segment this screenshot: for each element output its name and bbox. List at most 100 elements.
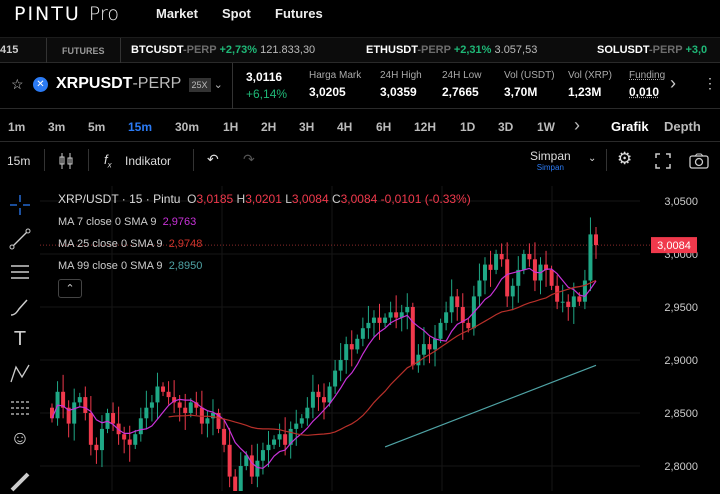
tf-3h[interactable]: 3H xyxy=(299,120,315,134)
candle-body xyxy=(394,312,399,318)
ma7-line xyxy=(51,267,597,469)
trendline-icon[interactable] xyxy=(8,227,32,251)
stat-24h-low: 24H Low 2,7665 xyxy=(442,70,482,99)
tab-grafik[interactable]: Grafik xyxy=(611,119,649,134)
nav-spot[interactable]: Spot xyxy=(222,6,251,21)
legend-ma99[interactable]: MA 99 close 0 SMA 9 2,8950 xyxy=(58,260,203,272)
interval-button[interactable]: 15m xyxy=(7,154,31,168)
chevron-down-icon: ⌄ xyxy=(210,79,223,91)
price-chart[interactable]: 3,0500 3,0000 2,9500 2,9000 2,8500 2,8000 3,00… xyxy=(0,186,720,491)
tf-5m[interactable]: 5m xyxy=(88,120,106,134)
candle-body xyxy=(122,434,127,440)
candle-body xyxy=(388,312,393,318)
tf-4h[interactable]: 4H xyxy=(337,120,353,134)
candle-body xyxy=(222,428,227,445)
ruler-icon[interactable] xyxy=(8,470,32,494)
last-price-label-bg xyxy=(651,237,697,254)
chevron-down-icon[interactable]: ⌄ xyxy=(588,153,597,164)
legend-ma7[interactable]: MA 7 close 0 SMA 9 2,9763 xyxy=(58,216,197,228)
candle-body xyxy=(399,312,404,318)
horizontal-lines-icon[interactable] xyxy=(8,260,32,284)
tf-30m[interactable]: 30m xyxy=(175,120,200,134)
nav-market[interactable]: Market xyxy=(156,6,198,21)
candle-body xyxy=(466,322,471,329)
candle-body xyxy=(50,407,54,419)
tf-15m[interactable]: 15m xyxy=(128,120,153,134)
candle-body xyxy=(188,402,193,413)
tf-1h[interactable]: 1H xyxy=(223,120,239,134)
brush-icon[interactable] xyxy=(8,295,32,319)
candle-body xyxy=(544,264,549,270)
candle-body xyxy=(294,423,299,429)
top-nav: PINTU Pro Market Spot Futures xyxy=(0,0,720,30)
chart-legend-ohlc: XRP/USDT · 15 · Pintu O3,0185 H3,0201 L3… xyxy=(58,192,471,206)
tf-1w[interactable]: 1W xyxy=(537,120,555,134)
tab-depth[interactable]: Depth xyxy=(664,119,701,134)
candle-body xyxy=(516,269,521,286)
candle-body xyxy=(444,312,449,323)
emoji-icon[interactable]: ☺ xyxy=(10,428,30,449)
candle-body xyxy=(272,439,277,445)
pair-header: ☆ ✕ XRPUSDT-PERP 25X ⌄ 3,0116 +6,14% Harg… xyxy=(0,63,720,109)
fullscreen-icon[interactable] xyxy=(655,153,671,169)
more-icon[interactable]: ⋮ xyxy=(703,75,717,91)
pattern-icon[interactable] xyxy=(8,362,32,386)
candle-body xyxy=(77,397,82,403)
y-tick-label: 3,0500 xyxy=(664,196,698,208)
tf-6h[interactable]: 6H xyxy=(376,120,392,134)
measure-icon[interactable] xyxy=(8,396,32,420)
candle-body xyxy=(138,418,143,435)
candle-body xyxy=(532,259,537,281)
ticker-item-sol[interactable]: SOLUSDT-PERP +3,0 xyxy=(597,44,708,56)
last-price-label: 3,0084 xyxy=(657,240,691,252)
last-price: 3,0116 +6,14% xyxy=(246,70,288,101)
redo-icon[interactable]: ↷ xyxy=(243,151,255,167)
undo-icon[interactable]: ↶ xyxy=(207,151,219,167)
leverage-badge: 25X xyxy=(188,78,211,92)
camera-icon[interactable] xyxy=(689,153,709,169)
candle-body xyxy=(421,344,426,355)
candle-body xyxy=(416,354,421,366)
function-icon: fx xyxy=(104,152,112,170)
candle-body xyxy=(166,391,171,398)
candle-body xyxy=(205,418,210,424)
text-icon[interactable]: T xyxy=(13,328,27,350)
collapse-legend-button[interactable]: ⌃ xyxy=(58,279,82,298)
tf-1m[interactable]: 1m xyxy=(8,120,26,134)
tf-12h[interactable]: 12H xyxy=(414,120,437,134)
pair-selector[interactable]: XRPUSDT-PERP 25X ⌄ xyxy=(56,75,223,92)
tf-3d[interactable]: 3D xyxy=(498,120,514,134)
candle-body xyxy=(360,328,365,339)
candle-body xyxy=(521,254,526,270)
candle-body xyxy=(249,455,254,477)
candle-body xyxy=(549,269,554,286)
candle-body xyxy=(216,413,221,429)
tf-1d[interactable]: 1D xyxy=(460,120,476,134)
candle-body xyxy=(177,402,182,408)
gear-icon[interactable]: ⚙ xyxy=(617,149,633,168)
chevron-right-icon[interactable]: › xyxy=(670,73,676,93)
chevron-right-icon[interactable]: › xyxy=(574,115,580,135)
timeframe-bar: 1m 3m 5m 15m 30m 1H 2H 3H 4H 6H 12H 1D 3… xyxy=(0,112,720,142)
indicator-button[interactable]: Indikator xyxy=(125,154,172,168)
save-button[interactable]: Simpan Simpan xyxy=(530,149,571,172)
crosshair-icon[interactable] xyxy=(8,193,32,217)
tf-3m[interactable]: 3m xyxy=(48,120,66,134)
candle-body xyxy=(149,402,154,408)
chart-canvas[interactable]: 3,05003,00002,95002,90002,85002,80003,00… xyxy=(0,186,720,491)
candle-body xyxy=(349,344,354,350)
candle-body xyxy=(355,338,360,350)
candle-body xyxy=(227,444,232,477)
candle-type-icon[interactable] xyxy=(59,153,73,169)
logo[interactable]: PINTU Pro xyxy=(14,3,119,25)
ticker-item-btc[interactable]: BTCUSDT-PERP +2,73% 121.833,30 xyxy=(131,44,316,56)
candle-body xyxy=(155,386,160,403)
star-icon[interactable]: ☆ xyxy=(11,76,24,92)
candle-body xyxy=(383,317,388,323)
legend-ma25[interactable]: MA 25 close 0 SMA 9 2,9748 xyxy=(58,238,203,250)
tf-2h[interactable]: 2H xyxy=(261,120,277,134)
candle-body xyxy=(244,455,249,466)
ticker-item-eth[interactable]: ETHUSDT-PERP +2,31% 3.057,53 xyxy=(366,44,538,56)
ticker-bar: 415 FUTURES BTCUSDT-PERP +2,73% 121.833,… xyxy=(0,37,720,63)
nav-futures[interactable]: Futures xyxy=(275,6,323,21)
